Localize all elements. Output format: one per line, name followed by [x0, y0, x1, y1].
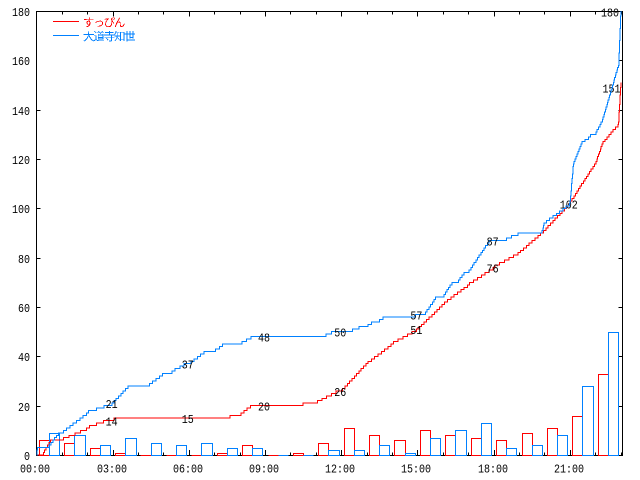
svg-text:06:00: 06:00: [173, 463, 203, 477]
svg-text:48: 48: [258, 332, 270, 346]
svg-text:100: 100: [12, 203, 30, 217]
svg-text:80: 80: [18, 253, 30, 267]
svg-text:87: 87: [487, 235, 499, 249]
svg-text:26: 26: [334, 386, 346, 400]
svg-text:40: 40: [18, 351, 30, 365]
svg-text:51: 51: [410, 324, 422, 338]
svg-text:57: 57: [410, 309, 422, 323]
svg-text:15: 15: [182, 413, 194, 427]
svg-text:76: 76: [487, 263, 499, 277]
svg-text:37: 37: [182, 359, 194, 373]
svg-text:160: 160: [12, 55, 30, 69]
svg-text:60: 60: [18, 302, 30, 316]
svg-text:21: 21: [106, 398, 118, 412]
svg-text:21:00: 21:00: [554, 463, 584, 477]
svg-text:120: 120: [12, 154, 30, 168]
svg-text:18:00: 18:00: [478, 463, 508, 477]
svg-text:09:00: 09:00: [249, 463, 279, 477]
svg-text:20: 20: [258, 401, 270, 415]
svg-text:03:00: 03:00: [97, 463, 127, 477]
svg-text:180: 180: [12, 6, 30, 20]
svg-text:14: 14: [106, 415, 118, 429]
svg-text:12:00: 12:00: [325, 463, 355, 477]
svg-text:0: 0: [24, 450, 30, 464]
svg-text:20: 20: [18, 401, 30, 415]
svg-text:140: 140: [12, 105, 30, 119]
svg-text:180: 180: [601, 7, 619, 21]
svg-text:00:00: 00:00: [20, 463, 50, 477]
svg-text:15:00: 15:00: [401, 463, 431, 477]
svg-text:50: 50: [334, 327, 346, 341]
